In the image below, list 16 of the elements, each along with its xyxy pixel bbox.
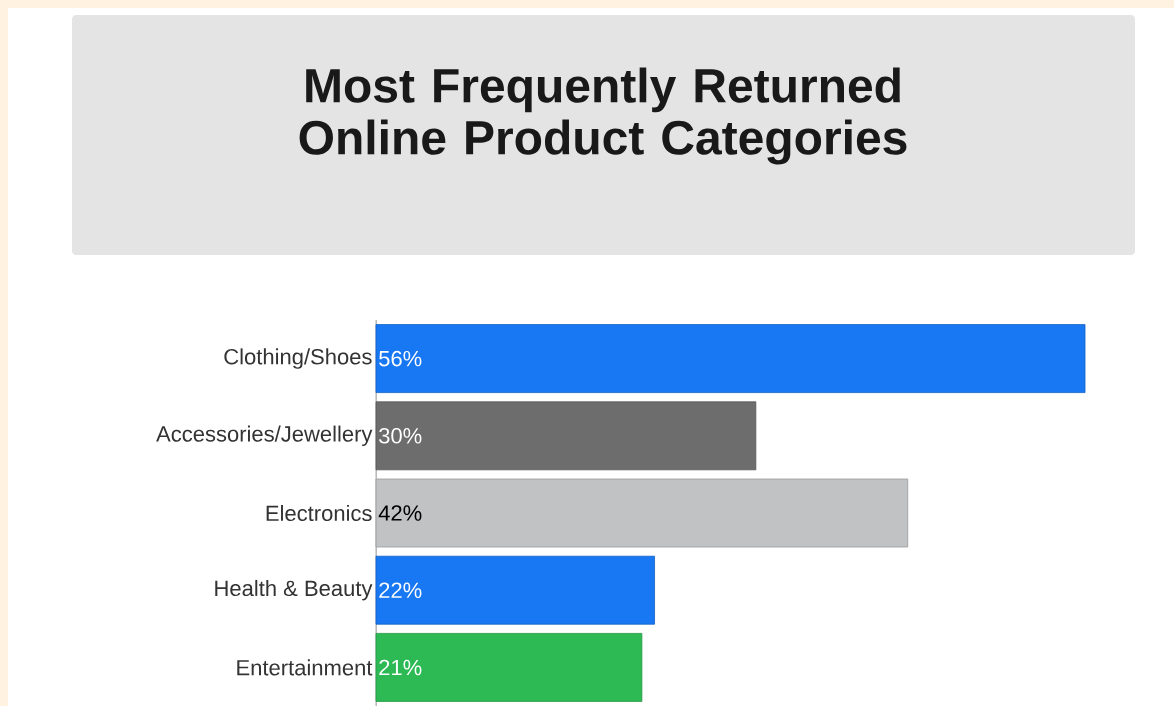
y-tick-label: Entertainment — [237, 659, 373, 676]
chart-title: Most Frequently Returned Online Product Categories — [299, 67, 907, 165]
y-tick-label: Electronics — [266, 504, 372, 522]
data-label: 22% — [379, 582, 422, 598]
data-label: 30% — [379, 428, 422, 444]
data-label: 42% — [378, 505, 422, 521]
bar — [375, 324, 1086, 393]
y-tick-label: Clothing/Shoes — [224, 348, 372, 369]
bar — [375, 633, 643, 702]
y-tick-label: Accessories/Jewellery — [156, 425, 373, 447]
bar — [375, 555, 655, 625]
y-tick-label: Health & Beauty — [215, 579, 373, 601]
bar — [375, 478, 909, 548]
bar — [375, 401, 757, 471]
data-label: 21% — [379, 659, 422, 676]
data-label: 56% — [379, 350, 422, 367]
